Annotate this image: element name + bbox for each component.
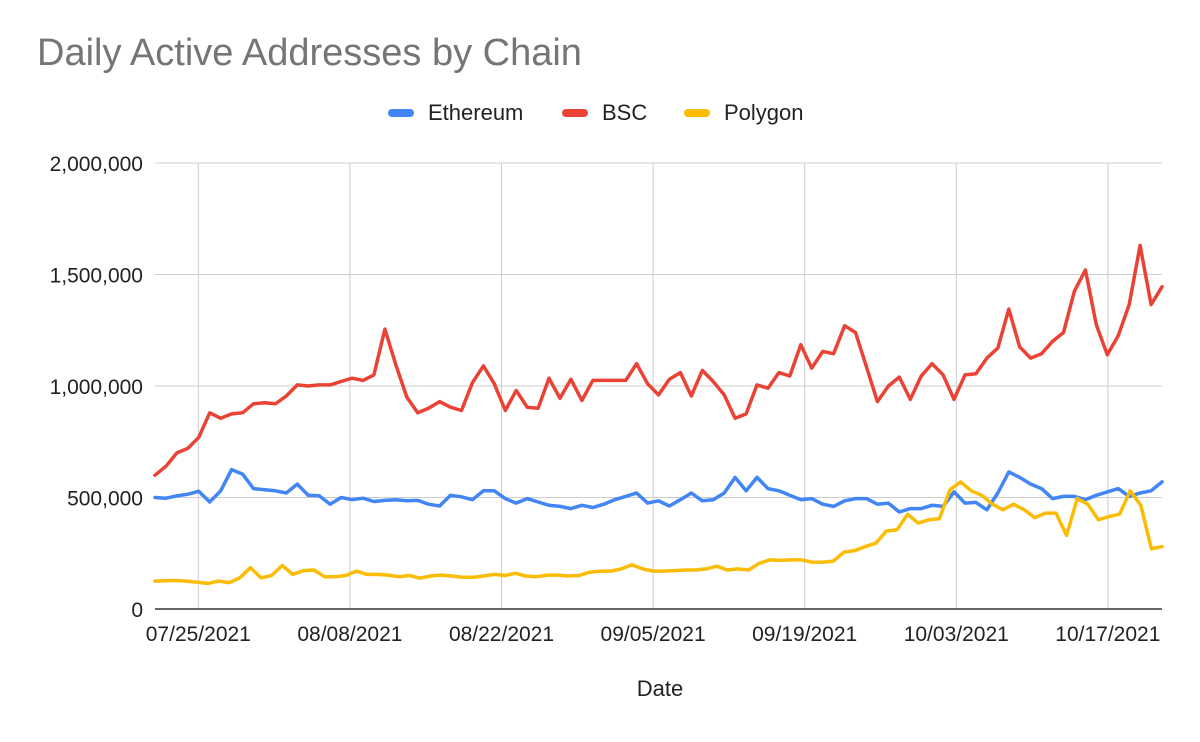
x-tick-label: 10/17/2021: [1055, 623, 1160, 646]
legend-swatch-bsc: [562, 109, 588, 117]
legend-item-bsc[interactable]: BSC: [562, 98, 647, 128]
y-tick-label: 0: [131, 599, 143, 622]
series-line-bsc: [153, 243, 1164, 477]
x-axis-title: Date: [636, 676, 684, 701]
legend-swatch-ethereum: [388, 109, 414, 117]
legend-item-polygon[interactable]: Polygon: [684, 98, 804, 128]
legend-item-ethereum[interactable]: Ethereum: [388, 98, 523, 128]
x-tick-label: 10/03/2021: [904, 623, 1009, 646]
y-tick-label: 2,000,000: [50, 153, 143, 176]
y-tick-label: 1,000,000: [50, 376, 143, 399]
series-line-polygon: [153, 480, 1164, 586]
legend-label-ethereum: Ethereum: [428, 100, 524, 125]
legend-swatch-polygon: [684, 109, 710, 117]
chart-title: Daily Active Addresses by Chain: [37, 32, 582, 74]
x-tick-label: 07/25/2021: [146, 623, 251, 646]
y-tick-label: 500,000: [67, 488, 143, 511]
series-line-ethereum: [153, 467, 1164, 514]
x-tick-label: 09/19/2021: [752, 623, 857, 646]
y-tick-label: 1,500,000: [50, 265, 143, 288]
x-tick-label: 09/05/2021: [601, 623, 706, 646]
chart-legend: Ethereum BSC Polygon: [0, 98, 1200, 128]
legend-label-bsc: BSC: [602, 100, 648, 125]
legend-label-polygon: Polygon: [724, 100, 804, 125]
x-tick-label: 08/08/2021: [297, 623, 402, 646]
x-tick-label: 08/22/2021: [449, 623, 554, 646]
